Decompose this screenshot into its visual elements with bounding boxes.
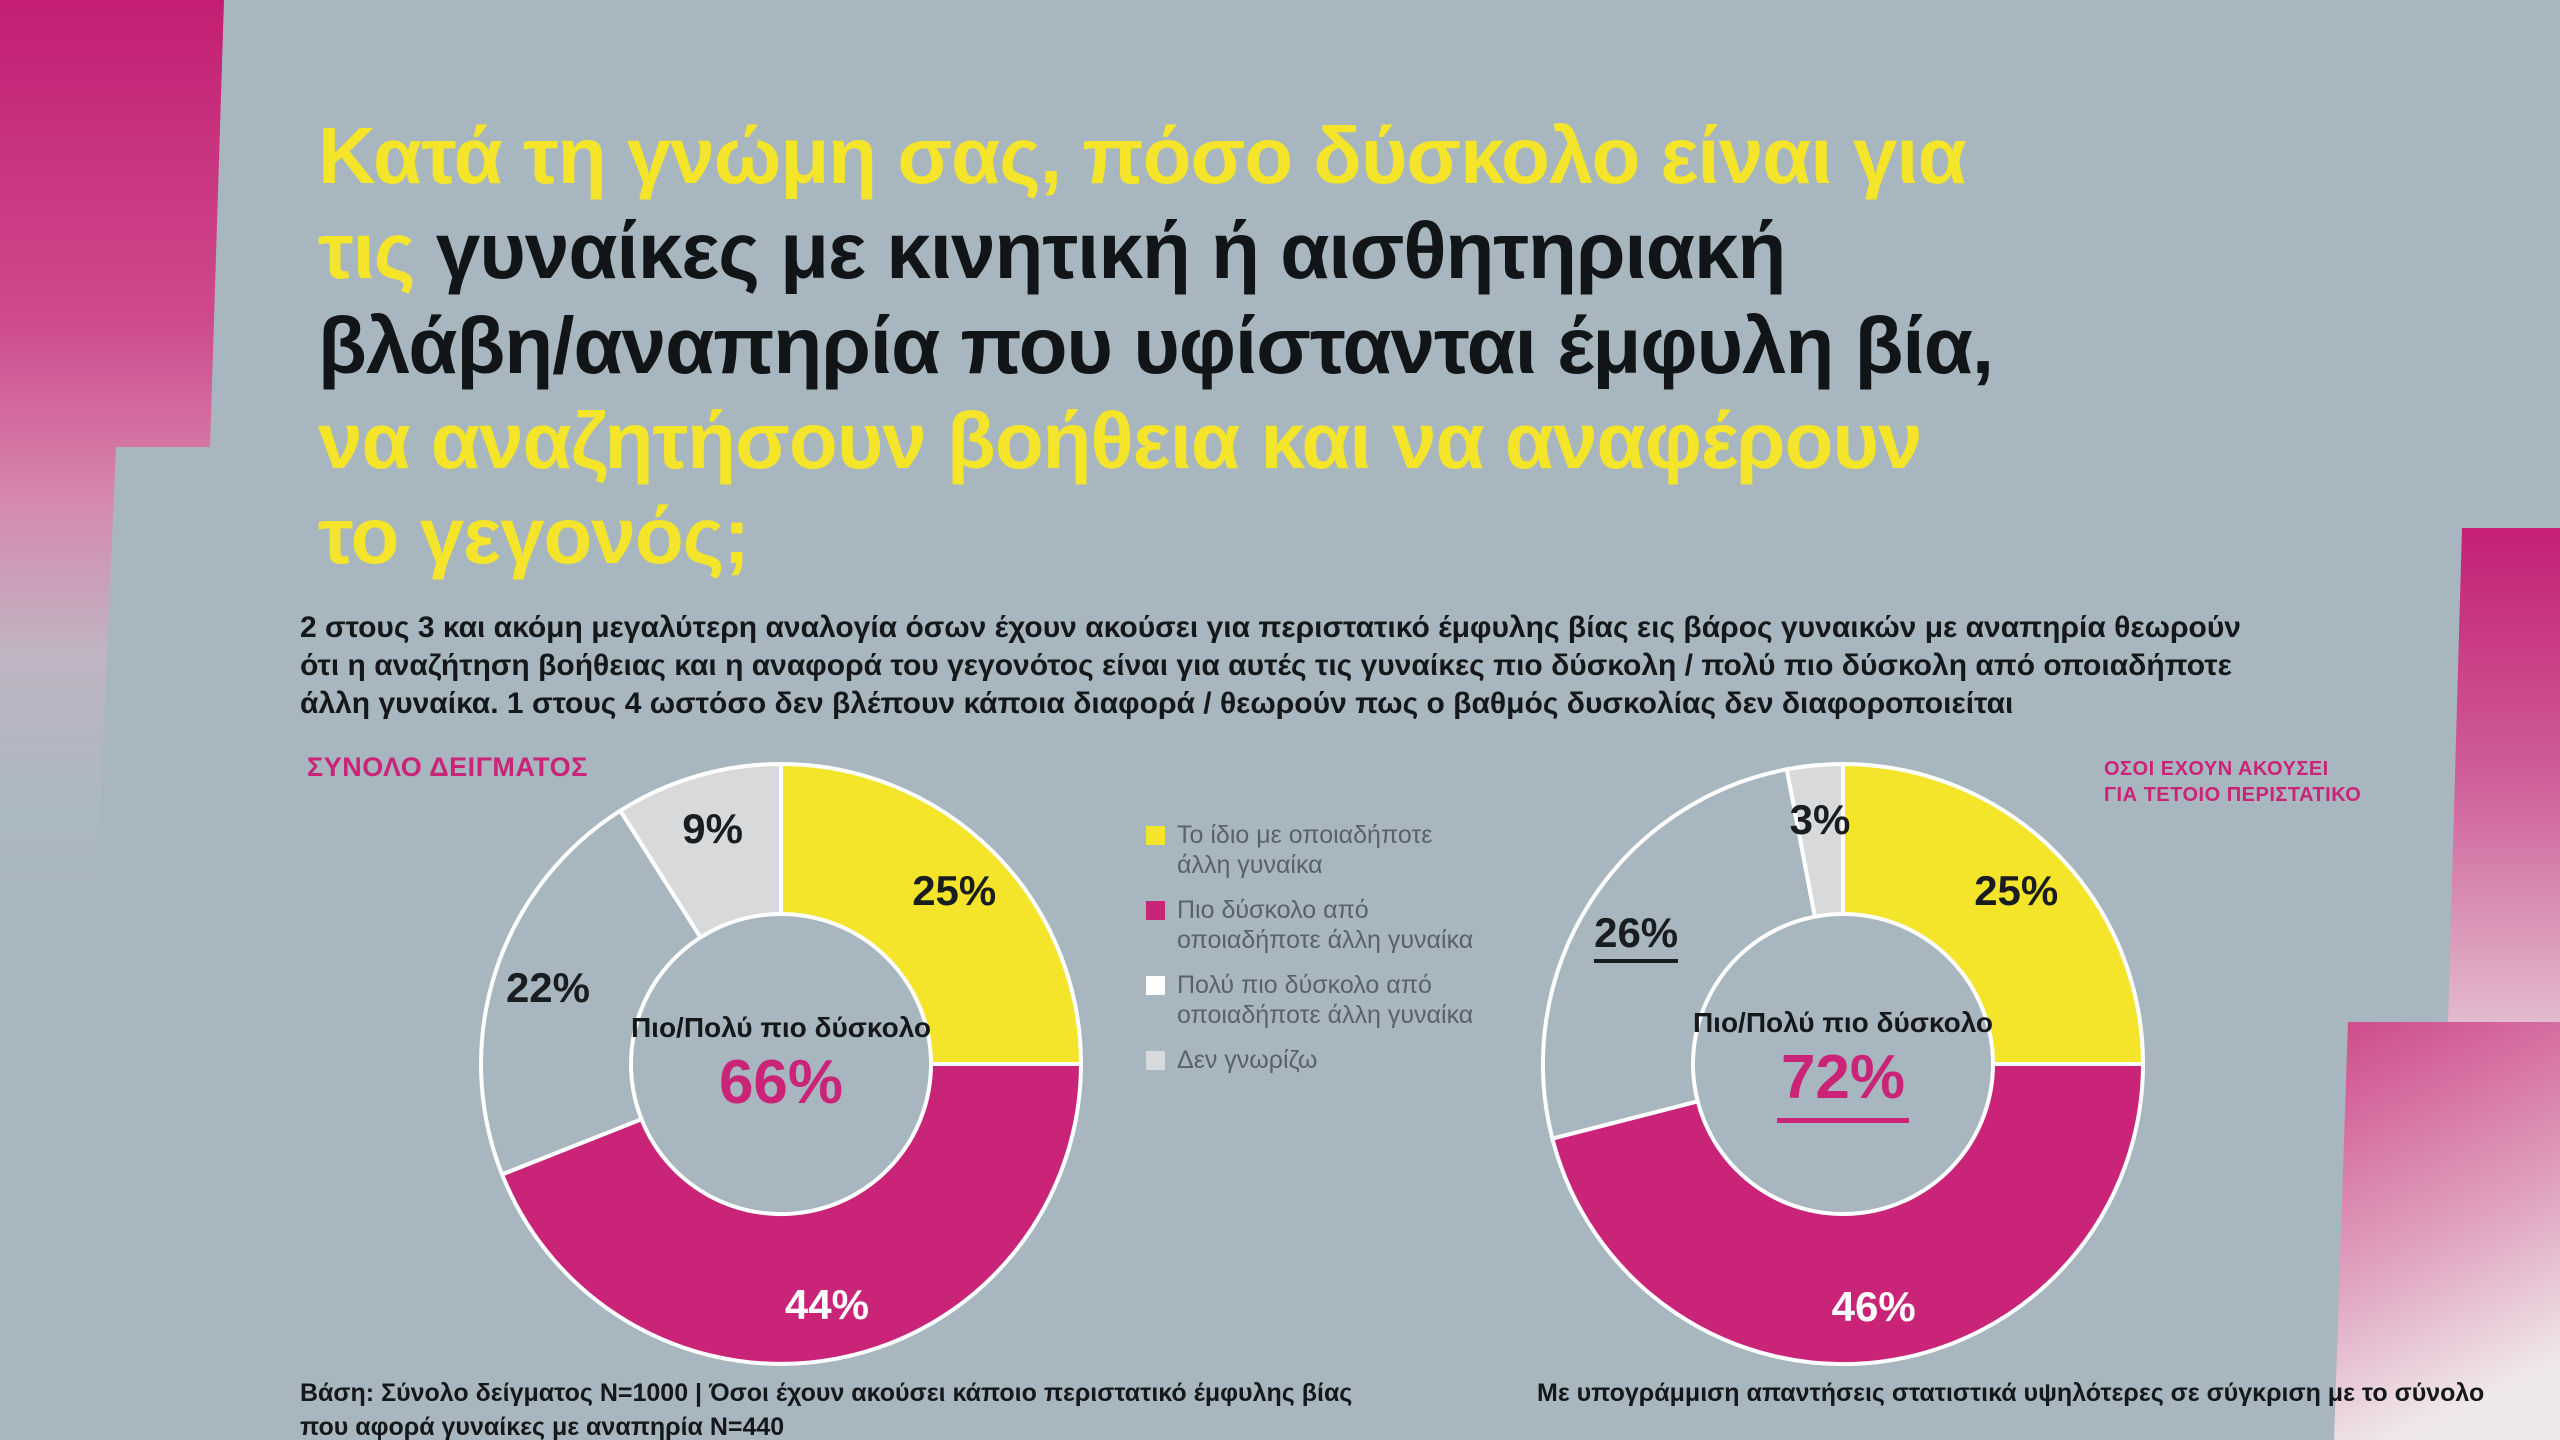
donut-slice-heard-incident-2 [1540,767,1817,1141]
slice-value-label-total-sample-0: 25% [912,867,996,915]
legend-item-label: Πιο δύσκολο από οποιαδήποτε άλλη γυναίκα [1177,896,1474,954]
donut-svg-total-sample [479,762,1083,1366]
title-line-1: Κατά τη γνώμη σας, πόσο δύσκολο είναι γι… [318,111,1967,200]
right-chart-heading-line: ΟΣΟΙ ΕΧΟΥΝ ΑΚΟΥΣΕΙ [2104,758,2329,780]
footnote-underline-note: Με υπογράμμιση απαντήσεις στατιστικά υψη… [1537,1379,2485,1407]
slice-value-label-heard-incident-2: 26% [1594,908,1679,963]
right-accent-shape [2334,528,2560,1440]
donut-center-value: 66% [718,1048,844,1117]
page-title: Κατά τη γνώμη σας, πόσο δύσκολο είναι γι… [318,108,1994,583]
title-line-5: το γεγονός; [318,491,750,580]
legend-item-1: Πιο δύσκολο από οποιαδήποτε άλλη γυναίκα [1146,895,1486,955]
donut-slice-total-sample-0 [779,762,1083,1066]
footnote-base-line: Βάση: Σύνολο δείγματος N=1000 | Όσοι έχο… [300,1379,1353,1407]
legend-item-label: Δεν γνωρίζω [1177,1046,1318,1074]
donut-center-label: Πιο/Πολύ πιο δύσκολο [630,1012,932,1043]
key-finding-line: ότι η αναζήτηση βοήθειας και η αναφορά τ… [300,649,2232,682]
donut-chart-heard-incident: 25% 46% 26% 3% Πιο/Πολύ πιο δύσκολο 72% [1523,744,2163,1384]
legend-item-0: Το ίδιο με οποιαδήποτε άλλη γυναίκα [1146,820,1486,880]
footnote-base: Βάση: Σύνολο δείγματος N=1000 | Όσοι έχο… [300,1376,1352,1440]
legend-swatch-light_gray [1146,1051,1165,1070]
donut-slice-total-sample-3 [618,762,783,940]
left-chart-heading: ΣΥΝΟΛΟ ΔΕΙΓΜΑΤΟΣ [307,752,588,782]
donut-slice-total-sample-1 [500,1062,1083,1366]
legend-swatch-white [1146,976,1165,995]
slice-value-label-heard-incident-1: 46% [1832,1283,1916,1331]
legend-item-2: Πολύ πιο δύσκολο από οποιαδήποτε άλλη γυ… [1146,970,1486,1030]
right-chart-heading: ΟΣΟΙ ΕΧΟΥΝ ΑΚΟΥΣΕΙ ΓΙΑ ΤΕΤΟΙΟ ΠΕΡΙΣΤΑΤΙΚ… [2104,756,2361,808]
title-line-3: βλάβη/αναπηρία που υφίστανται έμφυλη βία… [318,301,1994,390]
slice-value-text: 9% [682,804,743,852]
slice-value-label-total-sample-3: 9% [682,805,743,853]
footnote-base-line: που αφορά γυναίκες με αναπηρία N=440 [300,1413,785,1440]
legend-item-label: Το ίδιο με οποιαδήποτε άλλη γυναίκα [1177,821,1433,879]
right-chart-heading-line: ΓΙΑ ΤΕΤΟΙΟ ΠΕΡΙΣΤΑΤΙΚΟ [2104,784,2362,806]
slice-value-text: 25% [912,866,997,914]
slice-value-label-total-sample-2: 22% [506,964,590,1012]
slice-value-text: 3% [1789,796,1851,844]
key-finding-line: άλλη γυναίκα. 1 στους 4 ωστόσο δεν βλέπο… [300,687,2014,720]
slice-value-text: 46% [1831,1283,1916,1331]
slice-value-label-total-sample-1: 44% [785,1281,869,1329]
legend-swatch-magenta [1146,901,1165,920]
chart-legend: Το ίδιο με οποιαδήποτε άλλη γυναίκα Πιο δ… [1146,820,1486,1090]
title-line-4: να αναζητήσουν βοήθεια και να αναφέρουν [318,396,1922,485]
key-finding-line: 2 στους 3 και ακόμη μεγαλύτερη αναλογία … [300,611,2241,644]
donut-center-label: Πιο/Πολύ πιο δύσκολο [1692,1007,1994,1038]
key-finding-text: 2 στους 3 και ακόμη μεγαλύτερη αναλογία … [300,609,2241,723]
legend-item-label: Πολύ πιο δύσκολο από οποιαδήποτε άλλη γυ… [1177,971,1474,1029]
slice-value-text: 44% [784,1280,869,1328]
donut-center-heard-incident: Πιο/Πολύ πιο δύσκολο 72% [1633,1005,2053,1123]
donut-slice-heard-incident-1 [1550,1062,2145,1367]
donut-svg-heard-incident [1540,761,2145,1367]
slice-value-text: 25% [1974,866,2059,914]
donut-center-value: 72% [1776,1043,1910,1123]
legend-item-3: Δεν γνωρίζω [1146,1045,1486,1075]
title-line-2: τις γυναίκες με κινητική ή αισθητηριακή [318,206,1786,295]
slice-value-text: 26% [1594,908,1679,963]
slice-value-label-heard-incident-3: 3% [1790,796,1851,844]
donut-center-total-sample: Πιο/Πολύ πιο δύσκολο 66% [571,1010,991,1118]
slice-value-text: 22% [505,964,591,1012]
donut-slice-heard-incident-3 [1784,761,1845,919]
donut-slice-heard-incident-0 [1841,762,2145,1066]
left-accent-shape [0,0,224,906]
slice-value-label-heard-incident-0: 25% [1974,867,2058,915]
legend-swatch-yellow [1146,826,1165,845]
donut-chart-total-sample: 25% 44% 22% 9% Πιο/Πολύ πιο δύσκολο 66% [461,744,1101,1384]
donut-slice-total-sample-2 [479,808,703,1177]
